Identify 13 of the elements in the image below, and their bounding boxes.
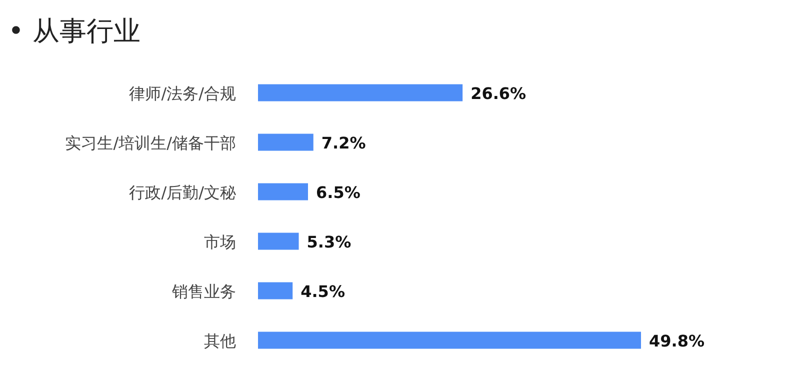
data-label: 6.5% (316, 182, 360, 202)
category-label: 律师/法务/合规 (129, 84, 236, 103)
data-label: 4.5% (300, 282, 345, 301)
data-label: 5.3% (306, 232, 352, 252)
category-label: 实习生/培训生/储备干部 (65, 133, 236, 152)
category-label: 市场 (204, 232, 236, 252)
data-label: 7.2% (321, 133, 366, 152)
data-label: 49.8% (649, 331, 705, 350)
category-label: 行政/后勤/文秘 (129, 182, 236, 202)
data-label: 26.6% (470, 84, 526, 103)
title: • 从事行业 (8, 16, 141, 47)
category-label: 销售业务 (172, 282, 236, 301)
category-label: 其他 (204, 331, 236, 350)
